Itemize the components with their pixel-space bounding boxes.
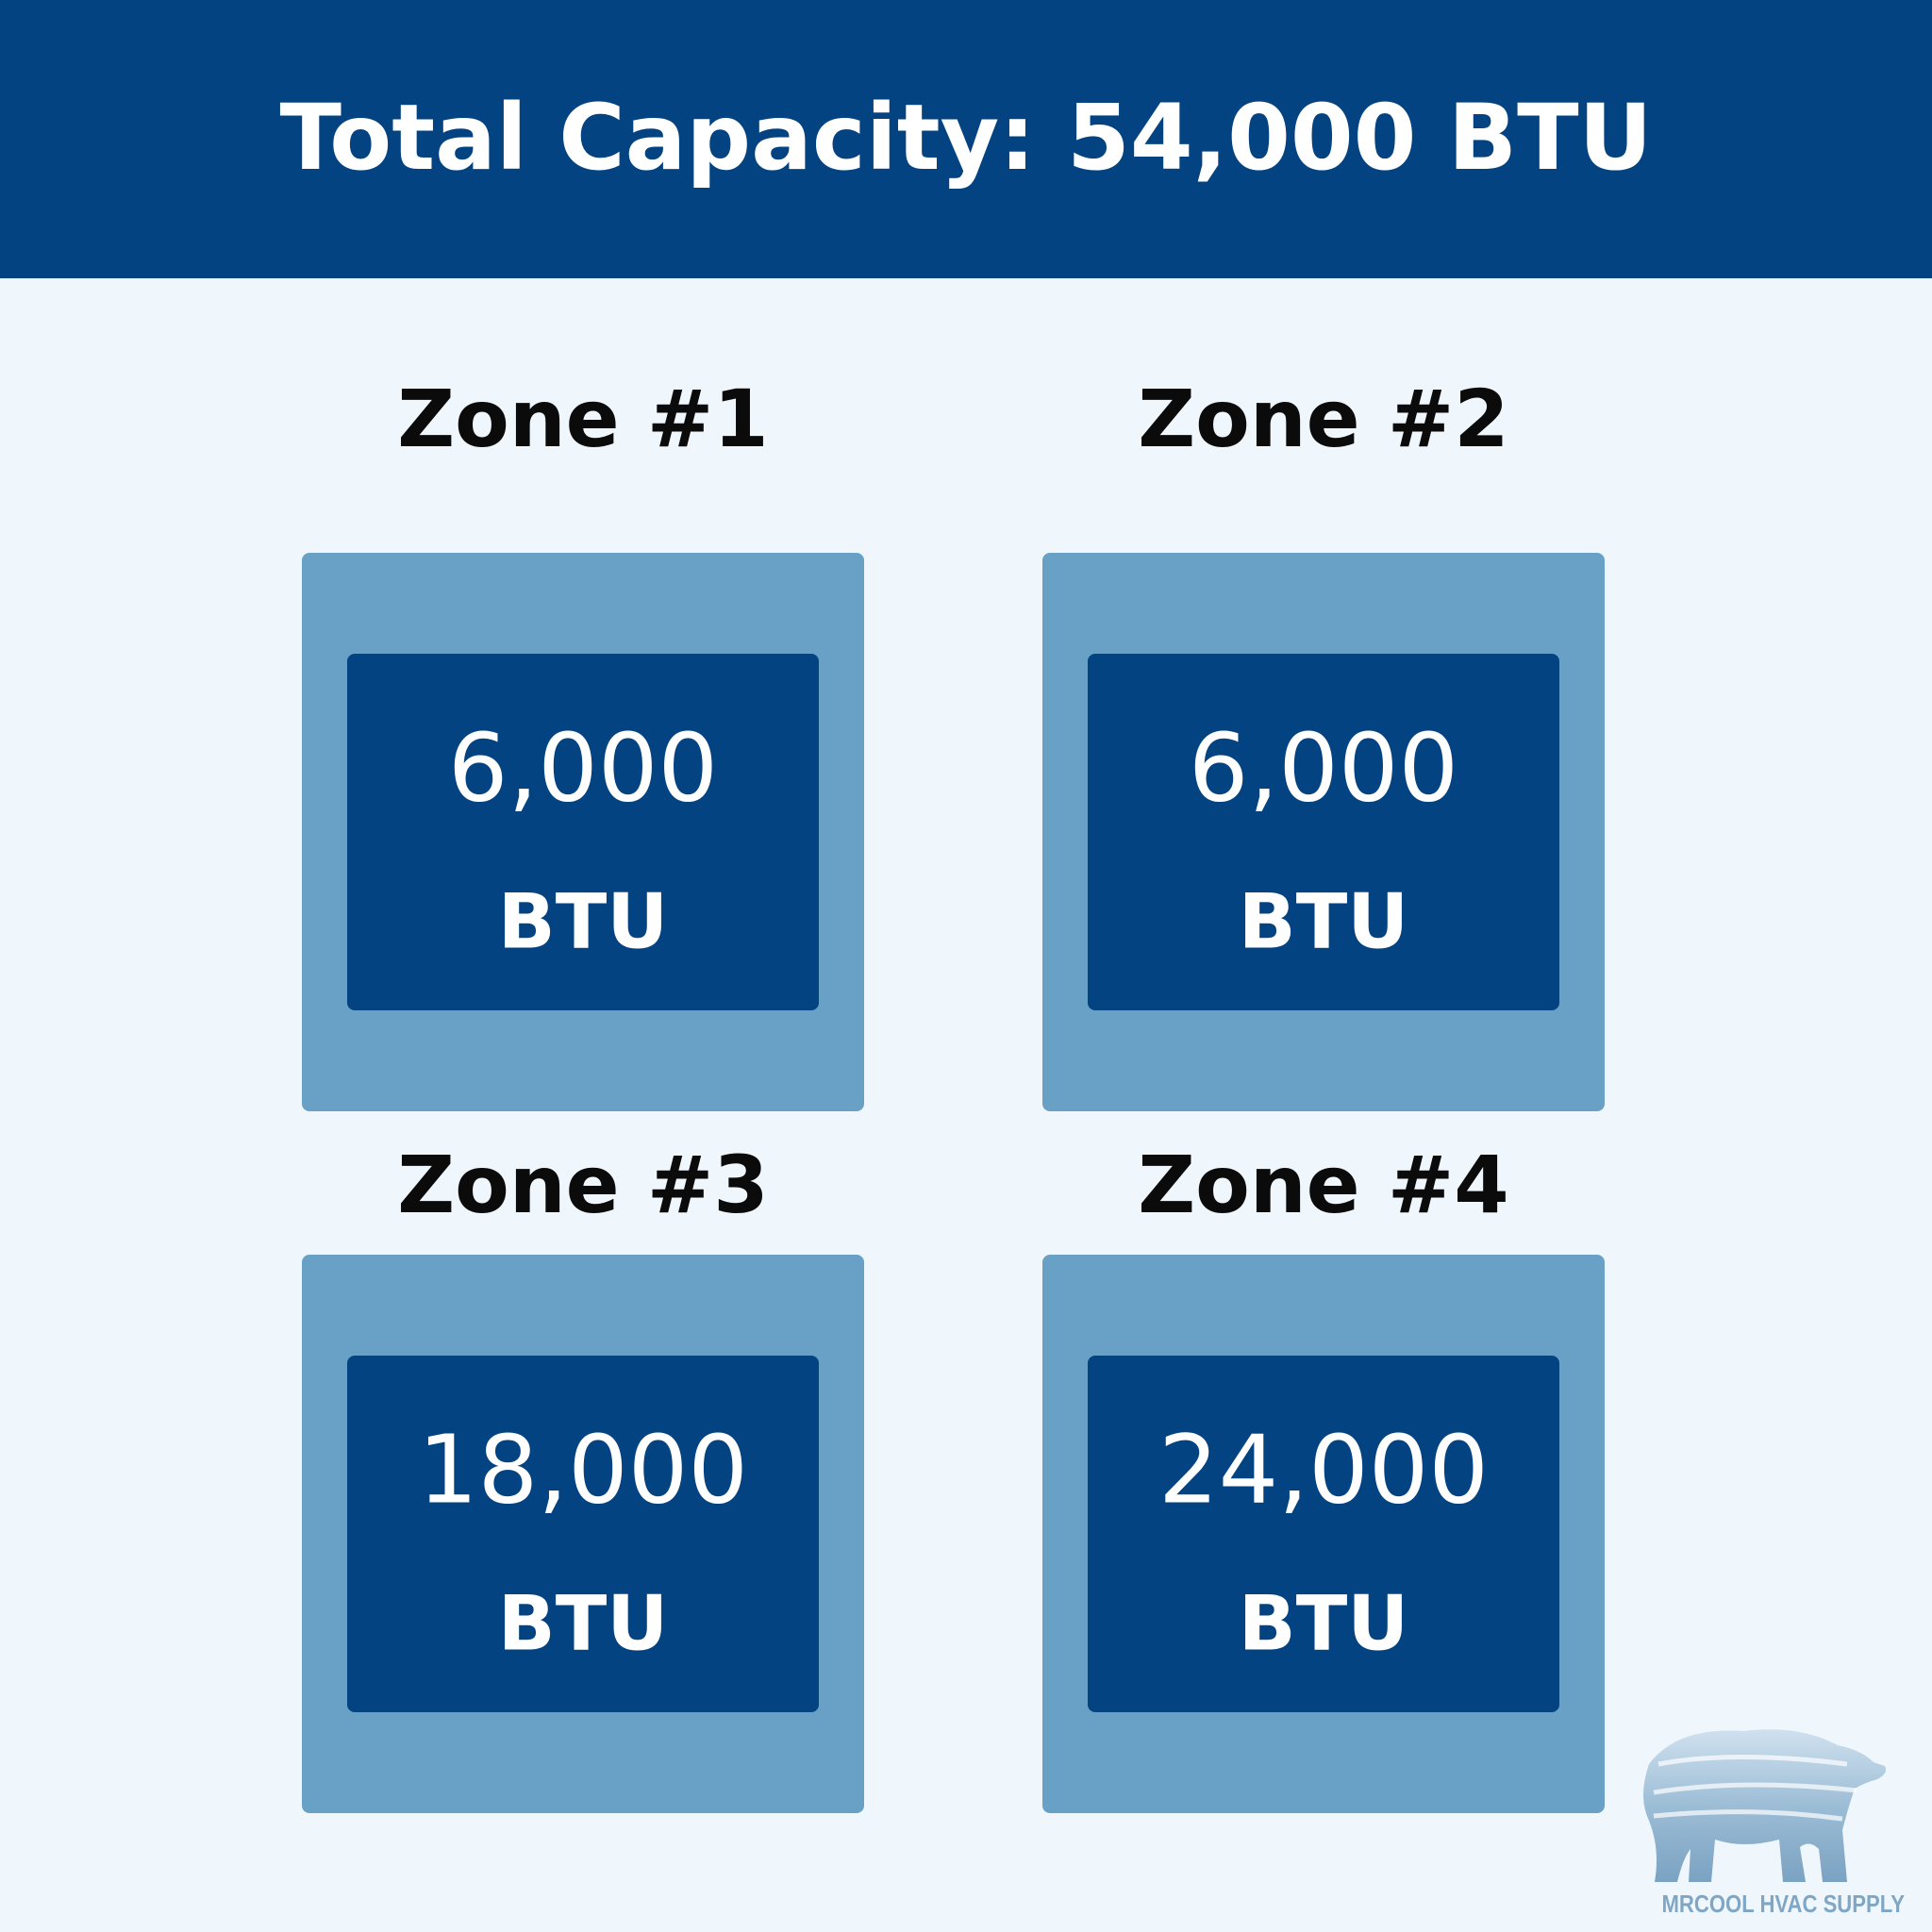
zone-card: 24,000 BTU — [1042, 1255, 1605, 1813]
zone-unit: BTU — [497, 877, 669, 966]
zone-label: Zone #4 — [1138, 1139, 1509, 1231]
zone-card: 18,000 BTU — [302, 1255, 864, 1813]
zone-label: Zone #1 — [397, 373, 769, 465]
zone-value: 24,000 — [1158, 1414, 1489, 1525]
zone-card: 6,000 BTU — [302, 553, 864, 1111]
zone-unit: BTU — [1238, 877, 1409, 966]
zone-panel: 18,000 BTU — [347, 1356, 819, 1712]
logo-bear — [1643, 1729, 1886, 1882]
zone-label: Zone #2 — [1138, 373, 1509, 465]
header: Total Capacity: 54,000 BTU — [0, 0, 1932, 278]
zone-value: 18,000 — [418, 1414, 748, 1525]
title: Total Capacity: 54,000 BTU — [279, 85, 1653, 191]
logo-text: MRCOOL HVAC SUPPLY — [1661, 1890, 1905, 1918]
zone-panel: 6,000 BTU — [347, 654, 819, 1010]
zone-card: 6,000 BTU — [1042, 553, 1605, 1111]
zone-label: Zone #3 — [397, 1139, 769, 1231]
zone-value: 6,000 — [1188, 712, 1459, 824]
zone-panel: 6,000 BTU — [1088, 654, 1559, 1010]
zone-panel: 24,000 BTU — [1088, 1356, 1559, 1712]
zone-value: 6,000 — [447, 712, 719, 824]
zone-unit: BTU — [497, 1579, 669, 1668]
zone-unit: BTU — [1238, 1579, 1409, 1668]
